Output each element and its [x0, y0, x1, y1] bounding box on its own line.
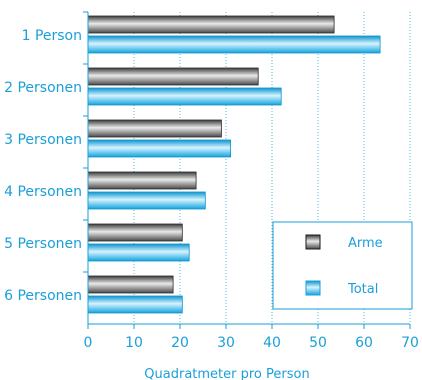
- bar-total: [87, 191, 206, 210]
- category-label: 6 Personen: [4, 288, 82, 304]
- x-tick-label: 20: [171, 335, 189, 351]
- x-tick-label: 50: [309, 335, 327, 351]
- bar-total: [87, 295, 183, 314]
- x-tick-label: 60: [355, 335, 373, 351]
- x-tick-label: 0: [84, 335, 93, 351]
- bar-arme: [87, 15, 335, 34]
- legend-label-total: Total: [347, 282, 378, 297]
- bar-total: [87, 87, 282, 106]
- bar-total: [87, 243, 190, 262]
- legend-box: [272, 221, 413, 310]
- x-tick-label: 30: [217, 335, 235, 351]
- bar-arme: [87, 119, 222, 138]
- x-axis-label: Quadratmeter pro Person: [144, 367, 309, 380]
- x-tick-label: 70: [401, 335, 419, 351]
- category-label: 3 Personen: [4, 132, 82, 148]
- gridlines: [133, 12, 411, 324]
- bar-arme: [87, 67, 259, 86]
- bar-arme: [87, 171, 197, 190]
- category-label: 2 Personen: [4, 80, 82, 96]
- bar-total: [87, 35, 381, 54]
- axes: 0 10 20 30 40 50 60 70 1 Person 2 Personen 3 Perso…: [4, 11, 419, 351]
- category-label: 4 Personen: [4, 184, 82, 200]
- legend-swatch-total: [305, 280, 321, 296]
- x-tick-label: 40: [263, 335, 281, 351]
- category-label: 5 Personen: [4, 236, 82, 252]
- bar-arme: [87, 275, 174, 294]
- x-tick-label: 10: [125, 335, 143, 351]
- bar-total: [87, 139, 232, 158]
- legend-label-arme: Arme: [348, 236, 383, 251]
- category-label: 1 Person: [22, 28, 82, 44]
- bar-arme: [87, 223, 183, 242]
- legend-swatch-arme: [305, 234, 321, 250]
- legend: Arme Total: [272, 221, 413, 310]
